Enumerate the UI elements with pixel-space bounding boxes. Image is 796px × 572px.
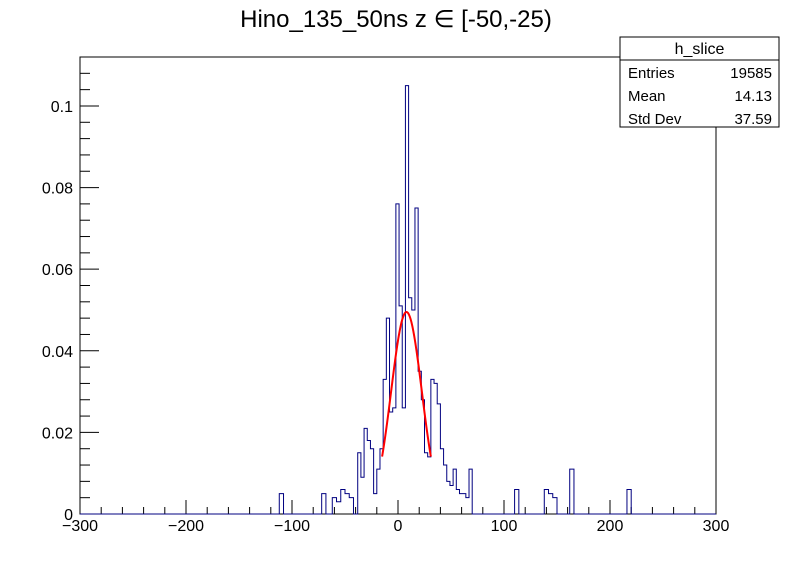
- histogram-bin: [450, 485, 453, 514]
- x-tick-label: 300: [703, 518, 730, 535]
- histogram-bin: [425, 453, 428, 514]
- y-tick-label: 0.02: [42, 425, 73, 442]
- histogram-bin: [627, 490, 631, 514]
- histogram-bin: [570, 469, 574, 514]
- histogram-bin: [337, 502, 341, 514]
- axis-ticks: [79, 56, 717, 515]
- stats-entries-value: 19585: [730, 65, 772, 82]
- histogram-bin: [367, 441, 370, 514]
- stats-box-frame: [619, 36, 780, 128]
- gaussian-fit-curve: [381, 311, 432, 457]
- histogram-bin: [322, 494, 326, 514]
- x-tick-label: 100: [491, 518, 518, 535]
- histogram-bin: [402, 408, 405, 514]
- histogram-bin: [345, 494, 349, 514]
- stats-stddev-label: Std Dev: [628, 111, 682, 128]
- histogram-bin: [390, 412, 393, 514]
- y-tick-label: 0: [64, 507, 73, 524]
- stats-mean-value: 14.13: [734, 88, 772, 105]
- y-tick-label: 0.1: [51, 99, 73, 116]
- histogram-bin: [393, 408, 396, 514]
- histogram-bin: [428, 457, 431, 514]
- histogram-bin: [459, 494, 462, 514]
- y-tick-label: 0.04: [42, 344, 73, 361]
- chart-title: Hino_135_50ns z ∈ [-50,-25): [240, 6, 552, 33]
- histogram-bin: [466, 498, 469, 514]
- histogram-bin: [515, 490, 519, 514]
- histogram-bin: [553, 498, 557, 514]
- histogram-bin: [361, 477, 364, 514]
- stats-mean-label: Mean: [628, 88, 666, 105]
- x-tick-label: −300: [62, 518, 98, 535]
- axis-tick-labels: −300 −200 −100 0 100 200 300 0 0.02 0.04 0.06 0.08 0…: [42, 99, 730, 535]
- histogram-bin: [409, 298, 412, 514]
- stats-box: h_slice Entries 19585 Mean 14.13 Std Dev…: [619, 36, 780, 128]
- histogram-bin: [341, 490, 345, 514]
- stats-stddev-value: 37.59: [734, 111, 772, 128]
- stats-entries-label: Entries: [628, 65, 675, 82]
- histogram-bin: [549, 494, 553, 514]
- histogram-bin: [279, 494, 283, 514]
- x-tick-label: −200: [168, 518, 204, 535]
- histogram-series: [80, 85, 716, 515]
- y-tick-label: 0.06: [42, 262, 73, 279]
- y-tick-label: 0.08: [42, 181, 73, 198]
- x-tick-label: 200: [597, 518, 624, 535]
- gaussian-fit: [381, 311, 432, 457]
- histogram-bin: [349, 498, 353, 514]
- x-tick-label: −100: [274, 518, 310, 535]
- stats-box-title: h_slice: [675, 41, 725, 58]
- histogram-outline: [80, 85, 716, 515]
- x-tick-label: 0: [394, 518, 403, 535]
- histogram-bin: [447, 481, 450, 514]
